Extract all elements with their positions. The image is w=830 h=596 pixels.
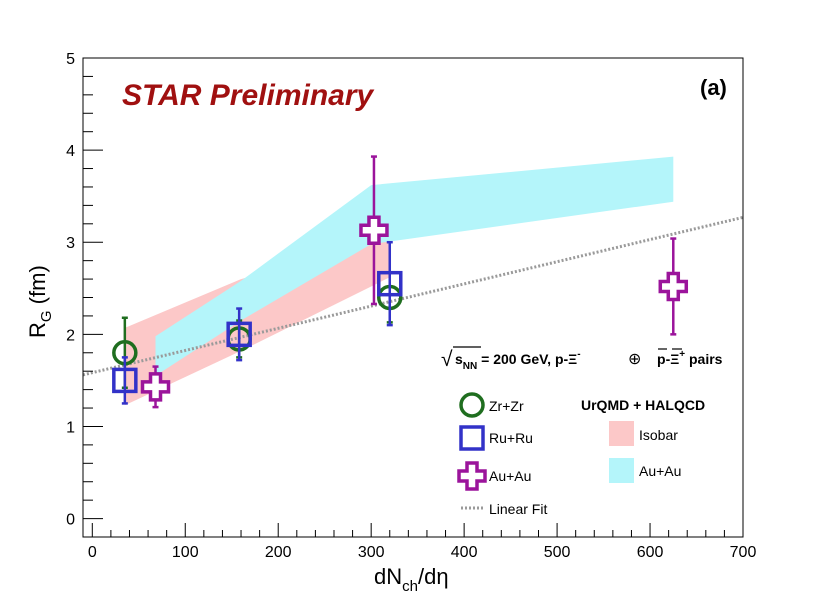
legend-isobar-label: Isobar [639,427,678,443]
y-tick-label: 0 [66,512,75,529]
energy-pairs-text: p-Ξ+ pairs [657,349,723,367]
ruru-point-1 [226,307,252,362]
x-tick-label: 200 [265,544,292,561]
auau-point-2-marker [658,271,689,302]
legend-auau-marker [457,461,487,491]
y-tick-label: 1 [66,419,75,436]
panel-label: (a) [700,75,727,100]
energy-sup-plus: + [679,349,685,360]
energy-oplus: ⊕ [628,351,641,368]
ruru-point-2-marker [377,270,403,297]
x-tick-label: 400 [451,544,478,561]
energy-pbar: p [657,351,666,367]
y-axis-title-main: R [25,322,50,338]
legend-fit-label: Linear Fit [489,501,547,517]
x-tick-label: 300 [358,544,385,561]
energy-dash: - [666,351,671,367]
y-tick-label: 5 [66,51,75,68]
legend-auau-band-label: Au+Au [639,463,681,479]
x-tick-label: 600 [637,544,664,561]
x-axis-title: dNch/dη [374,564,449,595]
auau-point-1-marker [359,215,389,246]
energy-sqrt-symbol: √ [441,348,453,371]
legend-auau-band-swatch [609,458,634,483]
y-axis-ticks: 0 1 2 3 4 5 [66,51,103,538]
legend: Zr+Zr Ru+Ru Au+Au Linear Fit UrQMD + HAL… [457,392,705,517]
energy-s-sub: NN [463,361,477,372]
linear-fit-line [82,215,744,377]
y-tick-label: 3 [66,235,75,252]
x-axis-title-sub: ch [402,578,418,595]
energy-label: √ sNN = 200 GeV, p-Ξ- ⊕ p-Ξ+ pairs [441,346,723,372]
x-tick-label: 100 [172,544,199,561]
band-auau [155,156,674,376]
x-axis-ticks: 0 100 200 300 400 500 600 700 [88,523,757,561]
legend-ruru-marker [459,425,485,451]
x-tick-label: 0 [88,544,97,561]
y-axis-title-tail: (fm) [25,265,50,310]
x-axis-title-tail: /dη [418,564,449,589]
y-axis-title-sub: G [38,310,55,322]
auau-point-0-marker [140,372,171,402]
legend-isobar-swatch [609,421,634,446]
energy-rest: = 200 GeV, p-Ξ [477,351,577,367]
linear-fit-layer [82,215,744,377]
y-tick-label: 4 [66,143,75,160]
y-axis-title: RG (fm) [25,265,55,338]
model-bands [124,156,674,406]
auau-point-1 [359,155,389,306]
y-tick-label: 2 [66,327,75,344]
ruru-point-2 [377,240,403,327]
legend-zrzr-marker [459,392,485,418]
energy-text: sNN = 200 GeV, p-Ξ- [455,349,581,372]
ruru-point-1-marker [226,321,252,348]
auau-point-2 [658,237,689,336]
legend-ruru-label: Ru+Ru [489,430,533,446]
energy-s: s [455,351,463,367]
legend-auau-label: Au+Au [489,468,531,484]
ruru-point-0 [112,356,138,405]
ruru-point-0-marker [112,367,138,394]
x-axis-title-main: dN [374,564,402,589]
x-tick-label: 500 [544,544,571,561]
auau-point-0 [140,365,171,409]
star-preliminary-label: STAR Preliminary [122,79,375,112]
legend-zrzr-label: Zr+Zr [489,398,524,414]
energy-pairs: pairs [685,351,723,367]
energy-xibar: Ξ [670,351,679,367]
band-isobar [124,237,390,406]
legend-model-title: UrQMD + HALQCD [581,397,705,413]
data-points [112,155,689,409]
energy-sup-minus: - [577,349,580,360]
x-tick-label: 700 [730,544,757,561]
